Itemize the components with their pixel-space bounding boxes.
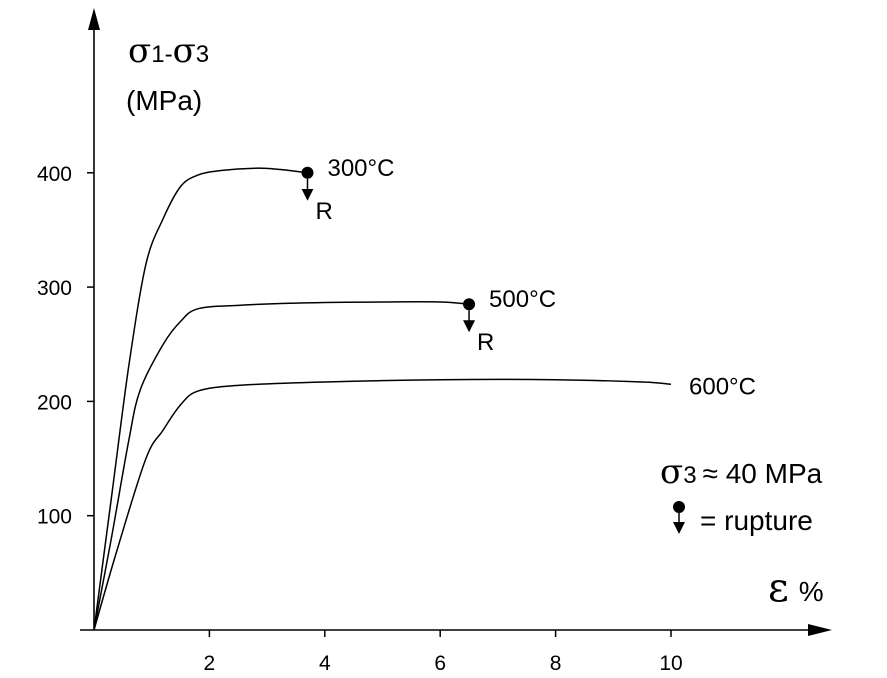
series-label-300c: 300°C bbox=[327, 155, 394, 182]
series-line-300c bbox=[93, 167, 308, 631]
rupture-legend: = rupture bbox=[673, 501, 813, 536]
rupture-label-300c: R bbox=[315, 198, 332, 225]
y-tick-label-200: 200 bbox=[37, 391, 72, 414]
series-line-600c bbox=[93, 378, 672, 631]
y-axis-arrowhead bbox=[88, 8, 100, 30]
x-axis-arrowhead bbox=[808, 624, 832, 636]
rupture-point-500c bbox=[463, 298, 476, 311]
x-tick-label-2: 2 bbox=[204, 652, 216, 675]
series-labels: R 300°C R 500°C 600°C bbox=[315, 155, 755, 400]
x-tick-label-8: 8 bbox=[550, 652, 562, 675]
x-axis-label: ε% bbox=[768, 565, 824, 611]
sigma3-annotation: σ3 ≈ 40 MPa bbox=[660, 452, 823, 492]
series-label-600c: 600°C bbox=[689, 373, 756, 400]
x-tick-label-4: 4 bbox=[319, 652, 331, 675]
y-axis-label: σ1-σ3 bbox=[128, 31, 209, 71]
rupture-legend-text: = rupture bbox=[700, 505, 813, 536]
y-tick-label-400: 400 bbox=[37, 163, 72, 186]
y-axis-unit: (MPa) bbox=[126, 85, 202, 116]
series-label-500c: 500°C bbox=[489, 286, 556, 313]
series-line-500c bbox=[93, 301, 470, 631]
rupture-label-500c: R bbox=[477, 329, 494, 356]
rupture-legend-dot-icon bbox=[673, 501, 685, 513]
axis-ticks: 2 4 6 8 10 100 200 300 400 bbox=[37, 163, 683, 675]
series-curves bbox=[93, 167, 672, 631]
x-tick-label-6: 6 bbox=[434, 652, 446, 675]
y-tick-label-300: 300 bbox=[37, 277, 72, 300]
x-tick-label-10: 10 bbox=[659, 652, 682, 675]
y-tick-label-100: 100 bbox=[37, 506, 72, 529]
rupture-markers bbox=[301, 166, 476, 333]
rupture-point-300c bbox=[301, 166, 314, 179]
